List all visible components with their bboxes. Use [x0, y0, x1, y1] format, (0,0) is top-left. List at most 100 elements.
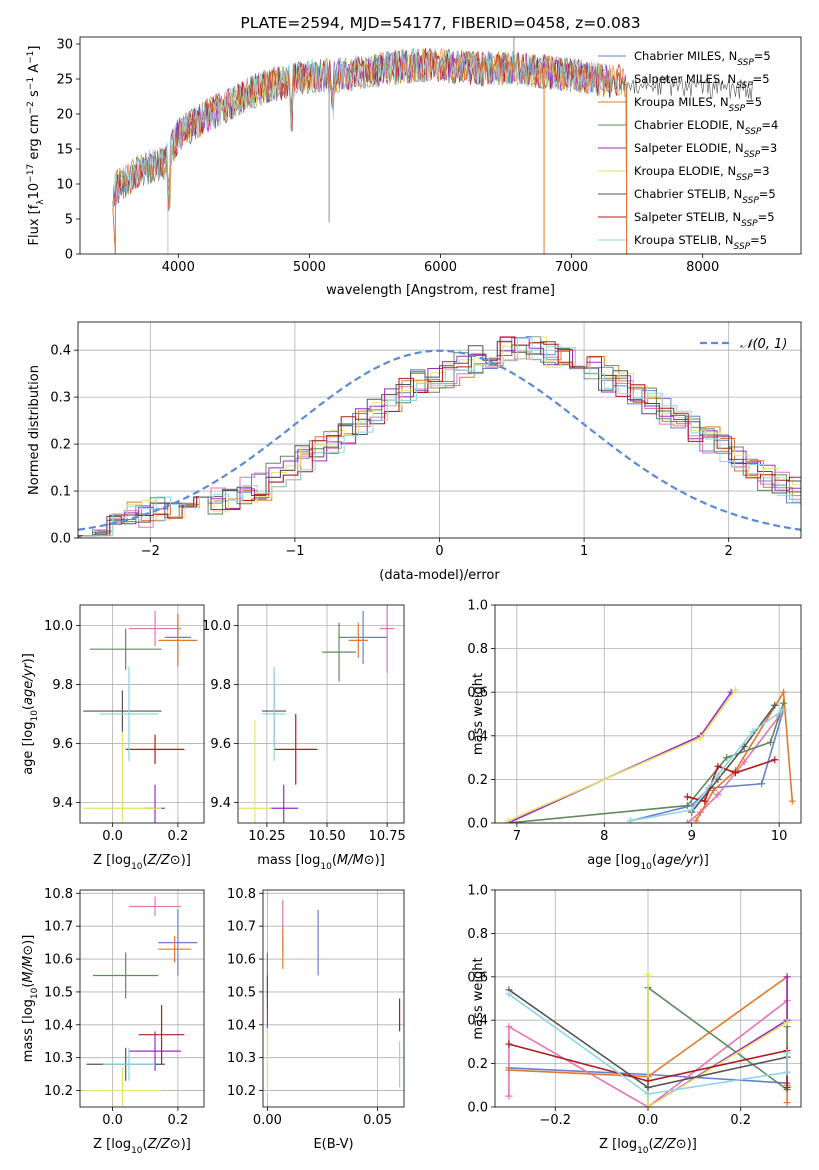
x-tick-label: 0.2 [168, 1113, 189, 1128]
weight-marker [783, 1049, 791, 1057]
y-tick-label: 0.6 [467, 686, 488, 701]
x-tick-label: 10.50 [308, 829, 345, 844]
chart-panel-5: 0.0 0.2 10.2 10.3 10.4 10.5 10.6 10.7 10.8 Z [log… [21, 887, 205, 1156]
x-tick-label: 4000 [162, 260, 195, 275]
label-part: Z [log [93, 1137, 131, 1152]
y-tick-label: 9.4 [210, 796, 231, 811]
y-axis-label: age [log10(age/yr)] [21, 653, 40, 775]
weight-marker [771, 701, 779, 709]
label-part: Chabrier STELIB, N [634, 187, 742, 201]
weight-marker [714, 791, 722, 799]
label-part: mass weight [471, 673, 486, 755]
label-part: E(B-V) [313, 1137, 353, 1152]
x-axis-label: mass [log10(M/M⊙)] [257, 853, 385, 872]
y-tick-label: 0.2 [467, 773, 488, 788]
legend-entry-7: Salpeter STELIB, NSSP=5 [634, 210, 775, 229]
y-tick-label: 0.0 [50, 532, 71, 547]
weight-series-6 [691, 704, 776, 813]
plot-area [80, 890, 204, 1107]
weight-marker [783, 1018, 791, 1026]
label-part: 10 [640, 862, 652, 872]
label-part: SSP [742, 196, 759, 206]
spectrum-data-tail [610, 72, 755, 101]
label-part: Flux [f [27, 204, 42, 245]
y-axis-label: mass weight [471, 673, 486, 755]
label-part: ( [652, 853, 657, 868]
label-part: =5 [759, 187, 776, 201]
label-part: ] [21, 935, 36, 940]
x-tick-label: 1 [580, 544, 588, 559]
plot-area [80, 605, 204, 823]
x-tick-label: 9 [688, 829, 696, 844]
y-tick-label: 10.3 [44, 1051, 73, 1066]
x-tick-label: 0.2 [730, 1113, 751, 1128]
label-part: Salpeter ELODIE, N [634, 141, 744, 155]
x-tick-label: −2 [141, 544, 160, 559]
label-part: ] [27, 46, 42, 51]
y-tick-label: 10.2 [44, 1084, 73, 1099]
x-tick-label: 0.2 [168, 829, 189, 844]
weight-marker [780, 699, 788, 707]
legend-entry-2: Kroupa MILES, NSSP=5 [634, 95, 762, 114]
x-axis-label: Z [log10(Z/Z⊙)] [93, 1137, 191, 1156]
weight-marker [783, 1099, 791, 1107]
x-axis-label: wavelength [Angstrom, rest frame] [326, 283, 555, 298]
y-tick-label: 10.4 [227, 1018, 256, 1033]
legend-entry-0: Chabrier MILES, NSSP=5 [634, 49, 771, 68]
label-part: 10 [320, 862, 332, 872]
y-axis-label: Normed distribution [27, 365, 42, 495]
label-part: ) [181, 853, 186, 868]
weight-marker [740, 743, 748, 751]
y-tick-label: 10.5 [227, 985, 256, 1000]
weight-marker [783, 1068, 791, 1076]
label-part: s [27, 90, 42, 101]
weight-series-1 [508, 1000, 788, 1107]
weight-series-5 [647, 974, 788, 1107]
label-part: ( [332, 853, 337, 868]
label-part: =5 [750, 233, 767, 247]
y-tick-label: 30 [56, 38, 73, 53]
y-tick-label: 10.5 [44, 985, 73, 1000]
x-axis-label: (data-model)/error [379, 568, 500, 583]
label-part: ) [375, 853, 380, 868]
label-part: SSP [737, 58, 754, 68]
label-part: Z [log [93, 853, 131, 868]
y-tick-label: 10.2 [227, 1084, 256, 1099]
legend-entry-1: Salpeter MILES, NSSP=5 [634, 72, 770, 91]
label-part: Chabrier MILES, N [634, 49, 737, 63]
y-tick-label: 0.6 [467, 970, 488, 985]
chart-panel-3: 10.25 10.50 10.75 9.4 9.6 9.8 10.0 mass [log10(… [202, 604, 406, 872]
label-part: Salpeter MILES, N [634, 72, 736, 86]
y-tick-label: 10.0 [44, 619, 73, 634]
weight-marker [740, 758, 748, 766]
weight-marker [758, 780, 766, 788]
weight-marker [505, 1023, 513, 1031]
label-part: mass [log [21, 999, 36, 1062]
label-part: age [log [587, 853, 640, 868]
weight-marker [644, 1090, 652, 1098]
axes-frame [77, 321, 802, 539]
legend-entry-6: Chabrier STELIB, NSSP=5 [634, 187, 776, 206]
plot-area [263, 890, 404, 1107]
y-tick-label: 0.2 [50, 438, 71, 453]
y-tick-label: 10.7 [227, 920, 256, 935]
y-tick-label: 10.7 [44, 920, 73, 935]
label-part: erg cm [27, 114, 42, 163]
x-tick-label: −0.2 [539, 1113, 571, 1128]
weight-series-8 [508, 993, 788, 1095]
label-part: −2 [26, 101, 36, 114]
label-part: λ [36, 199, 46, 205]
y-tick-label: 0.4 [467, 729, 488, 744]
x-tick-label: 6000 [424, 260, 457, 275]
y-tick-label: 20 [56, 108, 73, 123]
y-tick-label: 0.0 [467, 1101, 488, 1116]
label-part: ( [21, 983, 36, 988]
y-tick-label: 0.0 [467, 817, 488, 832]
label-part: ] [21, 653, 36, 658]
plot-area [495, 890, 801, 1107]
x-tick-label: 10 [771, 829, 788, 844]
chart-panel-0: 4000 5000 6000 7000 8000 0 5 10 15 20 25 30 PLATE=25… [26, 14, 802, 298]
weight-marker [644, 1103, 652, 1107]
label-part: Z [log [599, 1137, 637, 1152]
